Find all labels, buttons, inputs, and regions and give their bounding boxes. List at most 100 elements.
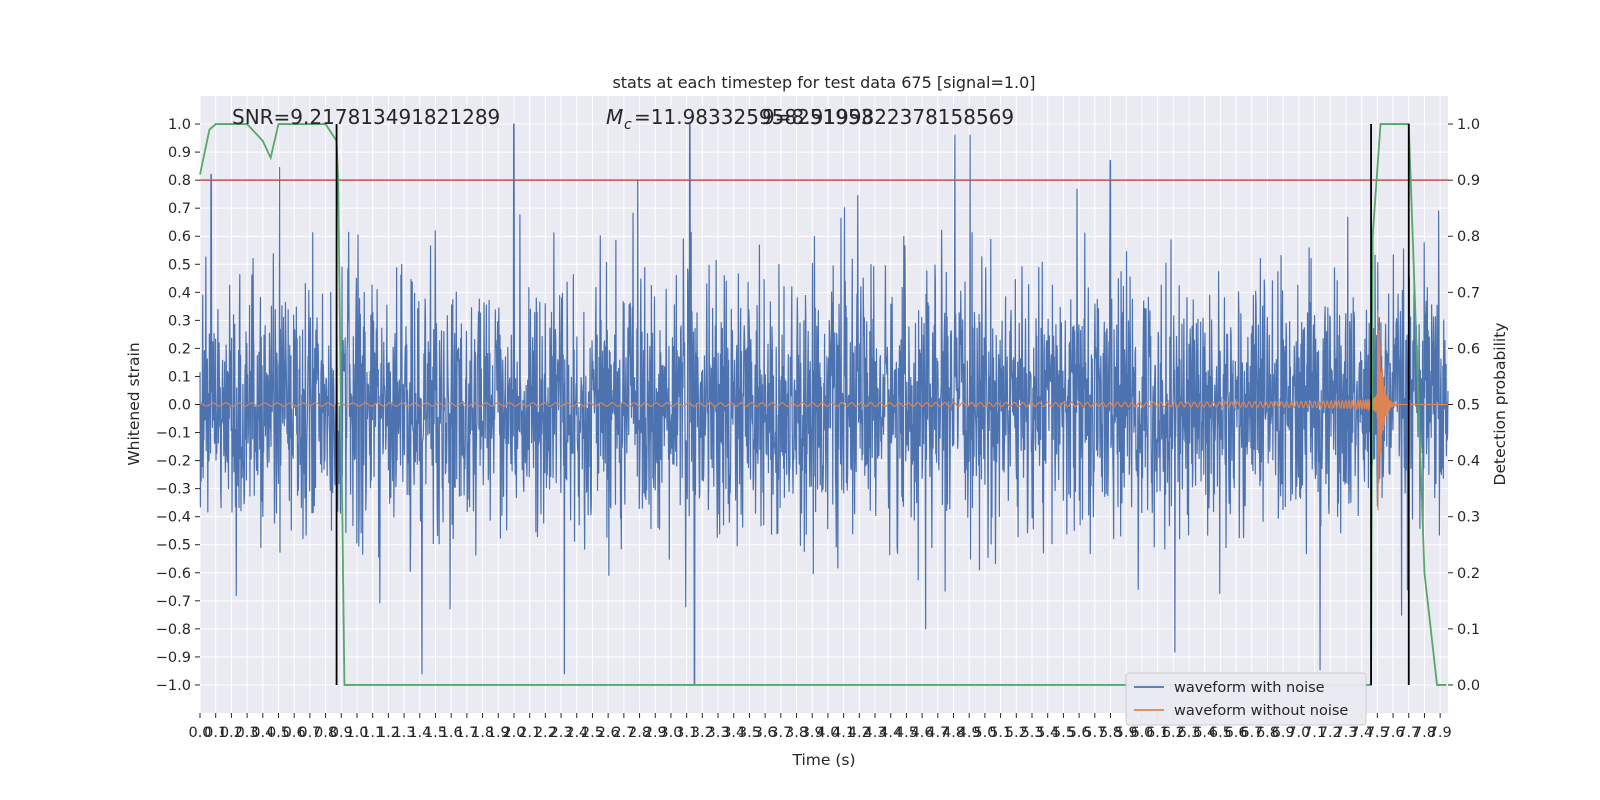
y-tick-label-right: 0.5: [1457, 398, 1480, 414]
y-tick-label-left: −0.6: [156, 566, 191, 582]
x-tick-label: 4.8: [942, 725, 965, 741]
x-tick-label: 6.2: [1162, 725, 1185, 741]
x-tick-label: 1.5: [424, 725, 447, 741]
x-tick-label: 0.3: [236, 725, 259, 741]
mc-symbol: M: [606, 105, 623, 129]
x-tick-label: 7.9: [1429, 725, 1452, 741]
x-tick-label: 7.8: [1413, 725, 1436, 741]
x-tick-label: 6.6: [1225, 725, 1248, 741]
x-tick-label: 7.6: [1382, 725, 1405, 741]
x-tick-label: 2.1: [518, 725, 541, 741]
x-tick-label: 2.4: [565, 725, 588, 741]
x-tick-label: 6.4: [1193, 725, 1216, 741]
x-tick-label: 0.7: [298, 725, 321, 741]
x-tick-label: 1.7: [455, 725, 478, 741]
x-tick-label: 0.2: [220, 725, 243, 741]
chirp-mass-annotation: M c =11.983325958251953 9=8.919982237815…: [606, 105, 1014, 133]
x-tick-label: 5.9: [1115, 725, 1138, 741]
x-tick-label: 4.1: [832, 725, 855, 741]
x-tick-label: 6.3: [1177, 725, 1200, 741]
x-tick-label: 0.6: [283, 725, 306, 741]
legend-box: [1125, 672, 1367, 726]
y-tick-label-left: 0.5: [168, 257, 191, 273]
x-tick-label: 7.0: [1287, 725, 1310, 741]
x-tick-label: 1.0: [345, 725, 368, 741]
x-tick-label: 6.9: [1272, 725, 1295, 741]
x-tick-label: 7.7: [1397, 725, 1420, 741]
mc-value: =11.983325958251953: [634, 105, 873, 129]
x-tick-label: 2.0: [502, 725, 525, 741]
y-tick-label-left: 0.0: [168, 398, 191, 414]
snr-annotation: SNR=9.217813491821289: [232, 105, 500, 129]
y-tick-label-left: 0.9: [168, 145, 191, 161]
event-markers: [335, 124, 1410, 685]
y-tick-label-left: 1.0: [168, 117, 191, 133]
y-tick-label-left: 0.4: [168, 285, 191, 301]
y-axis-label-right: Detection probability: [1491, 323, 1509, 486]
legend-label-noise: waveform with noise: [1174, 680, 1325, 696]
y-ticks-left: −1.0 −0.9 −0.8 −0.7 −0.6 −0.5 −0.4 −0.3 −0.2 −0.1…: [156, 117, 200, 694]
x-tick-label: 4.3: [863, 725, 886, 741]
x-tick-label: 5.7: [1083, 725, 1106, 741]
x-tick-label: 2.3: [550, 725, 573, 741]
x-tick-label: 2.5: [581, 725, 604, 741]
x-tick-label: 5.1: [989, 725, 1012, 741]
y-tick-label-right: 0.0: [1457, 678, 1480, 694]
x-tick-label: 5.8: [1099, 725, 1122, 741]
y-tick-label-right: 0.4: [1457, 454, 1480, 470]
x-tick-label: 5.6: [1068, 725, 1091, 741]
x-tick-label: 1.9: [487, 725, 510, 741]
chart-title: stats at each timestep for test data 675…: [612, 73, 1035, 92]
y-tick-label-left: −0.3: [156, 482, 191, 498]
line-waveform-without-noise: [199, 310, 1448, 511]
x-axis-label: Time (s): [791, 751, 855, 769]
y-axis-label-left: Whitened strain: [125, 342, 143, 465]
x-ticks: 0.00.10.20.30.40.50.60.70.80.91.01.11.21…: [188, 713, 1452, 741]
x-tick-label: 3.1: [675, 725, 698, 741]
line-waveform-with-noise: [199, 123, 1449, 686]
y-tick-label-right: 1.0: [1457, 117, 1480, 133]
x-tick-label: 1.4: [408, 725, 431, 741]
mc-subscript: c: [624, 117, 632, 133]
y-ticks-right: 0.0 0.1 0.2 0.3 0.4 0.5 0.6 0.7 0.8 0.9 1.0: [1448, 117, 1480, 694]
x-tick-label: 6.1: [1146, 725, 1169, 741]
y-tick-label-left: −0.2: [156, 454, 191, 470]
x-tick-label: 3.3: [707, 725, 730, 741]
x-tick-label: 6.7: [1240, 725, 1263, 741]
x-tick-label: 0.4: [251, 725, 274, 741]
y-tick-label-left: −1.0: [156, 678, 191, 694]
y-tick-label-right: 0.2: [1457, 566, 1480, 582]
y-tick-label-left: 0.3: [168, 313, 191, 329]
x-tick-label: 2.8: [628, 725, 651, 741]
x-tick-label: 3.7: [769, 725, 792, 741]
x-tick-label: 5.2: [1005, 725, 1028, 741]
y-tick-label-right: 0.1: [1457, 622, 1480, 638]
x-tick-label: 7.1: [1303, 725, 1326, 741]
x-tick-label: 1.1: [361, 725, 384, 741]
legend-label-clean: waveform without noise: [1174, 703, 1348, 719]
series-waveform-with-noise: [199, 123, 1449, 686]
x-tick-label: 2.2: [534, 725, 557, 741]
x-tick-label: 4.6: [911, 725, 934, 741]
x-tick-label: 5.5: [1052, 725, 1075, 741]
x-tick-label: 2.6: [597, 725, 620, 741]
series-waveform-without-noise: [199, 310, 1448, 511]
x-tick-label: 4.5: [895, 725, 918, 741]
x-tick-label: 3.0: [659, 725, 682, 741]
x-tick-label: 4.0: [816, 725, 839, 741]
x-tick-label: 0.0: [188, 725, 211, 741]
x-tick-label: 1.3: [393, 725, 416, 741]
y-tick-label-right: 0.7: [1457, 285, 1480, 301]
x-tick-label: 7.3: [1334, 725, 1357, 741]
y-tick-label-right: 0.9: [1457, 173, 1480, 189]
y-tick-label-left: −0.7: [156, 594, 191, 610]
x-tick-label: 7.2: [1319, 725, 1342, 741]
x-tick-label: 6.0: [1130, 725, 1153, 741]
x-tick-label: 4.7: [926, 725, 949, 741]
x-tick-label: 0.1: [204, 725, 227, 741]
x-tick-label: 6.5: [1209, 725, 1232, 741]
y-tick-label-left: 0.7: [168, 201, 191, 217]
x-tick-label: 0.8: [314, 725, 337, 741]
x-tick-label: 1.8: [471, 725, 494, 741]
y-tick-label-left: 0.8: [168, 173, 191, 189]
